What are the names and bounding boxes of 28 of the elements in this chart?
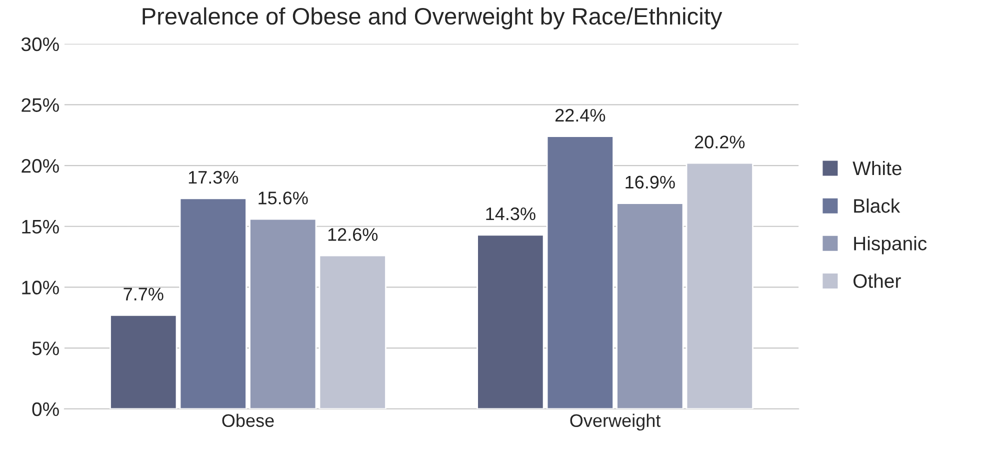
- data-label: 22.4%: [555, 108, 606, 122]
- legend-label: Black: [854, 198, 900, 213]
- x-tick-label: Obese: [222, 414, 274, 427]
- y-tick-label: 5%: [32, 342, 59, 356]
- y-tick-label: 30%: [21, 37, 59, 52]
- bar: [249, 218, 317, 409]
- y-tick-label: 0%: [32, 402, 59, 416]
- legend-label: Hispanic: [854, 236, 927, 254]
- data-label: 15.6%: [258, 192, 308, 204]
- y-tick-label: 15%: [22, 220, 59, 234]
- legend-label: White: [852, 160, 902, 176]
- y-tick-label: 20%: [22, 159, 59, 173]
- bar: [179, 198, 247, 409]
- y-tick-label: 10%: [22, 280, 59, 294]
- data-label: 12.6%: [328, 228, 378, 241]
- y-tick-label: 25%: [22, 98, 59, 112]
- chart-title: Prevalence of Obese and Overweight by Race/Ethnicity: [142, 7, 722, 30]
- x-tick-label: Overweight: [570, 414, 661, 431]
- bar: [110, 314, 178, 409]
- legend-label: Other: [853, 274, 901, 288]
- data-label: 20.2%: [694, 136, 745, 148]
- data-label: 17.3%: [188, 170, 238, 184]
- bar: [546, 136, 614, 409]
- data-label: 14.3%: [486, 207, 536, 220]
- data-label: 7.7%: [124, 288, 164, 300]
- data-label: 16.9%: [626, 176, 675, 189]
- bar: [476, 234, 544, 409]
- bar: [616, 202, 684, 409]
